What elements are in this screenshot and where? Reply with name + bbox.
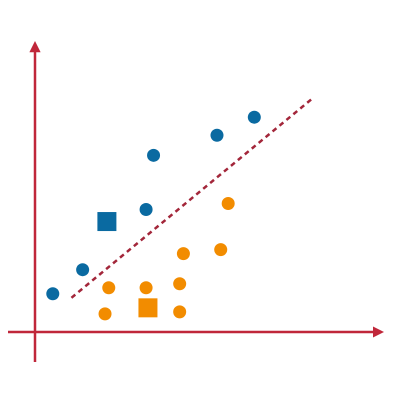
- decision-boundary-group: [70, 96, 315, 299]
- data-point: [247, 110, 261, 124]
- data-points-group: [46, 110, 261, 321]
- decision-boundary-line: [70, 96, 315, 299]
- data-point-square: [97, 212, 117, 232]
- data-point: [76, 263, 90, 277]
- data-point: [147, 148, 161, 162]
- data-point: [221, 196, 235, 210]
- data-point: [139, 281, 153, 295]
- data-point: [102, 281, 116, 295]
- data-point: [98, 307, 112, 321]
- data-point: [176, 247, 190, 261]
- data-point: [210, 128, 224, 142]
- data-point: [46, 287, 60, 301]
- data-point: [214, 243, 228, 257]
- axes: [8, 41, 384, 362]
- data-point-square: [138, 298, 158, 318]
- data-point: [173, 277, 187, 291]
- data-point: [139, 203, 153, 217]
- data-point: [173, 305, 187, 319]
